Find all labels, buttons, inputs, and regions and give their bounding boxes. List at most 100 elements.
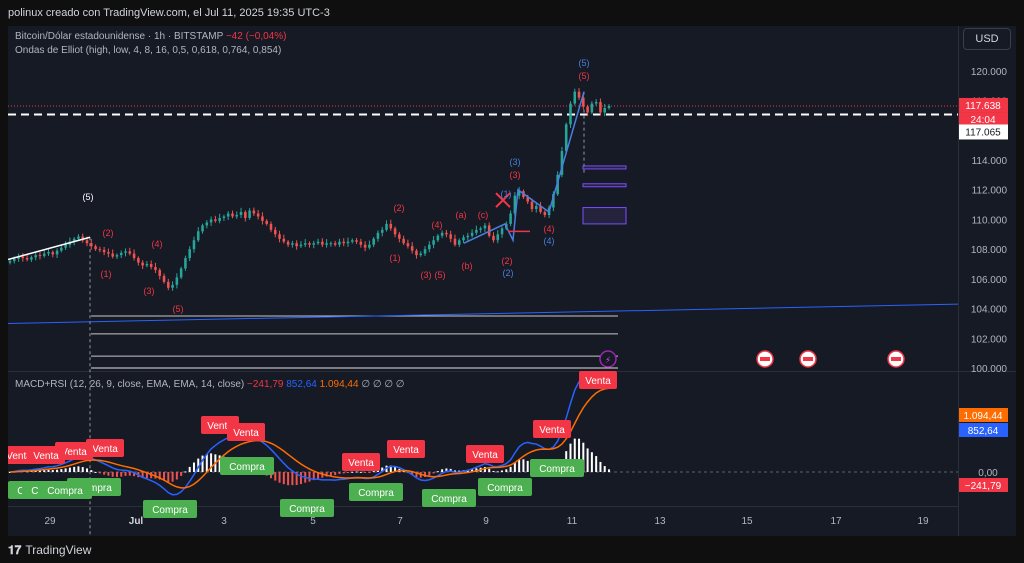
candle-body bbox=[282, 238, 286, 242]
candle-body bbox=[77, 236, 80, 239]
candle-body bbox=[308, 243, 311, 245]
candle-body bbox=[179, 268, 183, 278]
macd-histogram-bar bbox=[60, 469, 63, 472]
candle-body bbox=[98, 249, 102, 251]
macd-histogram-bar bbox=[458, 470, 461, 472]
candle-body bbox=[586, 106, 589, 113]
time-axis-label: 15 bbox=[741, 516, 753, 527]
macd-histogram-bar bbox=[342, 472, 345, 474]
candle-body bbox=[372, 238, 375, 245]
sell-signal-badge bbox=[342, 453, 380, 471]
elliott-wave-label: (5) bbox=[173, 304, 184, 314]
macd-histogram-bar bbox=[436, 471, 439, 473]
price-tick-label: 104.000 bbox=[971, 305, 1008, 316]
elliott-wave-label: (a) bbox=[456, 210, 467, 220]
lightning-event-icon bbox=[599, 350, 617, 368]
macd-histogram-bar bbox=[603, 466, 606, 472]
candle-body bbox=[534, 206, 538, 210]
macd-histogram-bar bbox=[402, 471, 405, 473]
macd-description: MACD+RSI (12, 26, 9, close, EMA, EMA, 14… bbox=[15, 379, 245, 390]
macd-histogram-bar bbox=[355, 471, 358, 473]
macd-line bbox=[9, 376, 610, 496]
candle-body bbox=[457, 240, 461, 245]
candle-body bbox=[8, 261, 12, 263]
sell-signal-label: Venta bbox=[393, 445, 419, 456]
candle-body bbox=[475, 229, 478, 233]
macd-histogram-bar bbox=[9, 472, 11, 473]
brand-text: TradingView bbox=[25, 543, 92, 557]
macd-histogram-bar bbox=[496, 471, 499, 473]
macd-histogram-bar bbox=[115, 472, 118, 478]
buy-signal-badge bbox=[280, 499, 334, 517]
candle-body bbox=[25, 258, 29, 260]
macd-histogram-bar bbox=[317, 472, 320, 479]
macd-histogram-bar bbox=[415, 472, 418, 478]
macd-histogram-bar bbox=[424, 472, 427, 477]
macd-histogram-bar bbox=[107, 472, 110, 476]
macd-histogram-bar bbox=[180, 472, 183, 476]
buy-signal-badge bbox=[38, 481, 92, 499]
macd-histogram-bar bbox=[471, 469, 474, 472]
macd-histogram-bar bbox=[432, 472, 435, 474]
time-axis-label: 11 bbox=[567, 516, 578, 527]
macd-histogram-bar bbox=[569, 443, 572, 472]
candle-body bbox=[325, 243, 328, 245]
macd-histogram-bar bbox=[51, 470, 54, 472]
buy-signal-label: Compra bbox=[431, 494, 467, 505]
macd-histogram-bar bbox=[205, 454, 208, 472]
dashed-price-tag-text: 117.065 bbox=[965, 127, 1001, 138]
candle-body bbox=[72, 238, 76, 242]
candle-body bbox=[312, 243, 316, 245]
chart-area[interactable]: 120.000118.000116.000114.000112.000110.0… bbox=[8, 26, 1016, 536]
candle-body bbox=[543, 212, 547, 215]
lightning-event-icon: ⚡ bbox=[605, 355, 611, 365]
sell-signal-badge bbox=[86, 439, 124, 457]
macd-histogram-bar bbox=[573, 438, 576, 472]
candle-body bbox=[368, 244, 371, 248]
macd-histogram-bar bbox=[287, 472, 290, 486]
candle-body bbox=[209, 219, 213, 223]
price-change: −42 (−0,04%) bbox=[225, 31, 287, 42]
candle-body bbox=[316, 241, 320, 244]
elliott-wave-label: (1) bbox=[101, 269, 112, 279]
macd-value-tag bbox=[959, 423, 1008, 437]
candle-body bbox=[60, 247, 63, 251]
macd-histogram-bar bbox=[77, 466, 80, 472]
macd-histogram-bar bbox=[347, 472, 350, 473]
buy-signal-badge bbox=[530, 459, 584, 477]
candle-body bbox=[419, 253, 423, 256]
buy-signal-badge bbox=[478, 478, 532, 496]
macd-histogram-bar bbox=[364, 472, 367, 473]
macd-histogram-bar bbox=[141, 472, 144, 479]
macd-histogram-bar bbox=[94, 471, 97, 473]
candle-body bbox=[13, 258, 16, 262]
macd-value-tag-text: 852,64 bbox=[968, 426, 999, 437]
candle-body bbox=[34, 255, 37, 258]
buy-signal-label: Compra bbox=[229, 462, 265, 473]
candle-body bbox=[154, 266, 157, 270]
macd-histogram-bar bbox=[295, 472, 298, 486]
buy-signal-badge bbox=[220, 457, 274, 475]
candle-body bbox=[235, 214, 239, 217]
candle-body bbox=[244, 212, 247, 218]
elliott-wave-label: (1) bbox=[501, 189, 512, 199]
candle-body bbox=[124, 251, 127, 253]
macd-histogram-bar bbox=[133, 472, 136, 477]
buy-signal-badge bbox=[143, 500, 197, 518]
macd-histogram-bar bbox=[359, 471, 362, 473]
candle-body bbox=[171, 284, 174, 288]
buy-signal-label: Compra bbox=[539, 464, 575, 475]
macd-histogram-bar bbox=[351, 471, 354, 473]
candle-body bbox=[321, 241, 324, 245]
price-tick-label: 114.000 bbox=[972, 156, 1008, 167]
candle-body bbox=[393, 228, 397, 235]
currency-button[interactable]: USD bbox=[963, 28, 1011, 50]
candle-body bbox=[128, 251, 132, 254]
elliott-wave-label: (5) bbox=[579, 71, 590, 81]
candle-body bbox=[363, 244, 367, 248]
chart-svg[interactable]: 120.000118.000116.000114.000112.000110.0… bbox=[8, 26, 1016, 536]
macd-histogram-bar bbox=[599, 461, 602, 472]
macd-histogram-bar bbox=[338, 472, 341, 474]
macd-histogram-bar bbox=[103, 472, 106, 475]
candle-body bbox=[496, 234, 500, 241]
